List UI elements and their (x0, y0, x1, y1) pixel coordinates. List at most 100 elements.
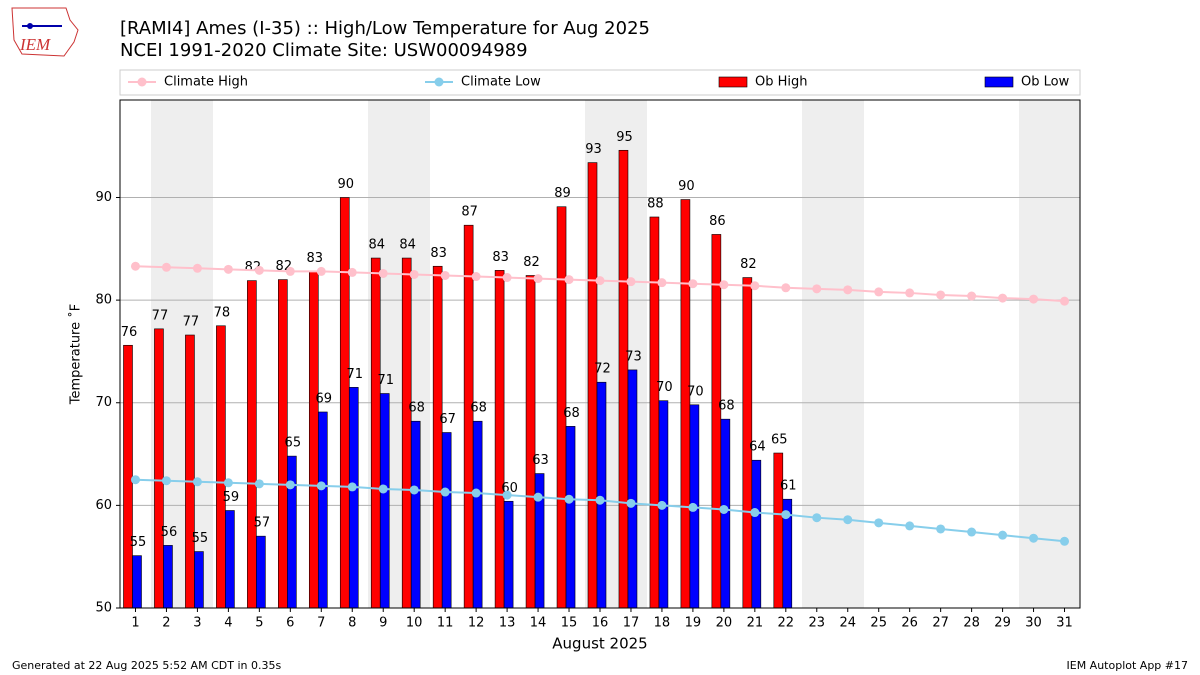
line-marker (316, 266, 326, 276)
bar (370, 257, 381, 609)
legend-label: Climate High (164, 75, 248, 90)
bar-label: 82 (740, 257, 757, 272)
line-marker (471, 488, 481, 498)
line-marker (967, 527, 977, 537)
x-tick-label: 12 (468, 616, 485, 631)
bar (432, 265, 443, 609)
line-marker (564, 275, 574, 285)
bar-label: 71 (377, 373, 394, 388)
bar-label: 72 (594, 362, 611, 377)
bar-label: 84 (399, 238, 416, 253)
x-tick-label: 31 (1056, 616, 1073, 631)
y-tick-label: 60 (95, 498, 112, 513)
line-marker (750, 508, 760, 518)
bar-label: 83 (430, 246, 447, 261)
bar-label: 68 (563, 406, 580, 421)
line-marker (533, 492, 543, 502)
line-marker (409, 485, 419, 495)
line-marker (378, 268, 388, 278)
line-marker (254, 265, 264, 275)
bar-label: 83 (492, 250, 509, 265)
x-tick-label: 2 (162, 616, 170, 631)
bar (472, 420, 483, 609)
line-marker (874, 287, 884, 297)
legend-label: Climate Low (461, 75, 541, 90)
line-marker (843, 515, 853, 525)
bar (410, 420, 421, 609)
line-marker (1060, 296, 1070, 306)
y-axis-label: Temperature ˚F (68, 304, 84, 405)
legend-swatch (984, 76, 1014, 88)
x-tick-label: 6 (286, 616, 294, 631)
line-marker (192, 477, 202, 487)
bar (163, 545, 173, 609)
bar-label: 78 (214, 305, 231, 320)
bar (525, 275, 536, 609)
bar-label: 68 (408, 401, 425, 416)
x-tick-label: 21 (747, 616, 764, 631)
bar-label: 63 (532, 453, 549, 468)
line-marker (688, 279, 698, 289)
bar-label: 64 (749, 440, 766, 455)
line-marker (161, 476, 171, 486)
x-tick-label: 29 (994, 616, 1011, 631)
line-marker (378, 484, 388, 494)
bar-label: 56 (161, 525, 178, 540)
line-marker (130, 261, 140, 271)
line-marker (626, 277, 636, 287)
bar (154, 328, 164, 609)
footer-right: IEM Autoplot App #17 (1067, 659, 1189, 672)
x-tick-label: 11 (437, 616, 454, 631)
line-marker (812, 513, 822, 523)
line-marker (440, 270, 450, 280)
line-marker (595, 495, 605, 505)
x-tick-label: 22 (778, 616, 795, 631)
chart-title: [RAMI4] Ames (I-35) :: High/Low Temperat… (120, 18, 650, 39)
line-marker (161, 262, 171, 272)
y-tick-label: 80 (95, 293, 112, 308)
line-marker (936, 290, 946, 300)
bar-label: 55 (192, 531, 209, 546)
x-tick-label: 25 (870, 616, 887, 631)
bar-label: 77 (183, 315, 200, 330)
line-marker (843, 285, 853, 295)
bar (773, 452, 784, 609)
bar (317, 411, 328, 609)
line-marker (223, 264, 233, 274)
line-marker (285, 480, 295, 490)
bar (680, 199, 691, 609)
line-marker (781, 510, 791, 520)
bar (441, 432, 452, 609)
legend-label: Ob High (755, 75, 808, 90)
line-marker (905, 288, 915, 298)
x-tick-label: 30 (1025, 616, 1042, 631)
bar-label: 67 (439, 412, 456, 427)
bar (194, 551, 204, 609)
legend-box (119, 69, 1081, 96)
bar (348, 387, 359, 609)
bar (123, 344, 133, 609)
x-tick-label: 8 (348, 616, 356, 631)
bar (494, 270, 505, 609)
bar (618, 149, 629, 609)
y-tick-label: 70 (95, 395, 112, 410)
bar-label: 59 (223, 490, 240, 505)
bar-label: 86 (709, 214, 726, 229)
line-marker (626, 498, 636, 508)
x-tick-label: 7 (317, 616, 325, 631)
x-tick-label: 3 (193, 616, 201, 631)
line-marker (471, 272, 481, 282)
line-marker (130, 475, 140, 485)
line-marker (316, 481, 326, 491)
bar (379, 393, 390, 609)
bar (225, 510, 235, 609)
x-tick-label: 24 (839, 616, 856, 631)
bar-label: 88 (647, 196, 664, 211)
line-marker (409, 269, 419, 279)
x-tick-label: 27 (932, 616, 949, 631)
line-marker (905, 521, 915, 531)
line-marker (781, 283, 791, 293)
x-tick-label: 4 (224, 616, 232, 631)
line-marker (347, 482, 357, 492)
